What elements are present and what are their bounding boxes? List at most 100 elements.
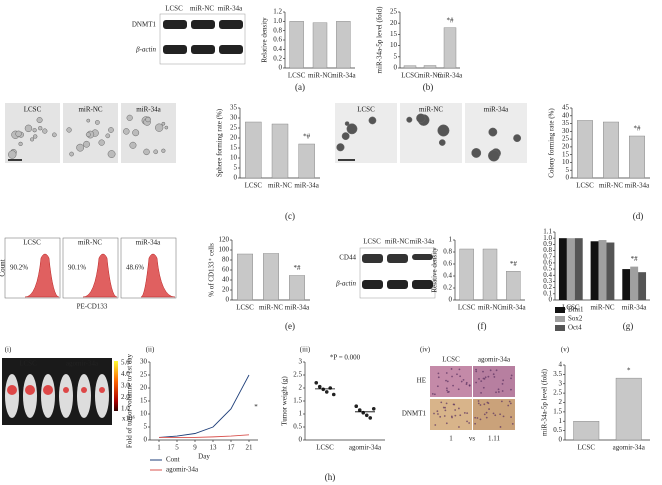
nucleus xyxy=(465,383,468,386)
x-tick-label: miR-NC xyxy=(599,182,623,190)
nucleus xyxy=(479,404,482,406)
nucleus xyxy=(454,414,457,417)
y-tick-label: 0.8 xyxy=(543,246,552,254)
cell-sphere xyxy=(336,143,345,152)
nucleus xyxy=(444,406,446,409)
cell-sphere xyxy=(341,132,350,141)
band xyxy=(412,254,433,260)
nucleus xyxy=(459,414,462,417)
nucleus xyxy=(499,426,502,428)
y-tick-label: 1.0 xyxy=(273,17,282,25)
nucleus xyxy=(482,386,485,389)
nucleus xyxy=(445,372,448,374)
signal xyxy=(99,387,105,393)
nucleus xyxy=(495,391,497,394)
y-tick-label: 10 xyxy=(230,154,238,162)
row-label: β-actin xyxy=(335,280,356,288)
x-tick-label: 13 xyxy=(210,444,218,452)
histology xyxy=(430,399,472,430)
nucleus xyxy=(511,423,514,425)
legend-swatch xyxy=(555,325,565,331)
nucleus xyxy=(458,426,460,428)
scale-label: 4.0 xyxy=(121,370,130,378)
point xyxy=(371,407,376,411)
y-tick-label: 2.5 xyxy=(293,371,302,379)
nucleus xyxy=(439,415,442,418)
nucleus xyxy=(445,379,447,382)
panel-label: (d) xyxy=(633,211,644,221)
x-tick-label: miR-34a xyxy=(438,72,463,80)
nucleus xyxy=(452,384,454,387)
cell-sphere xyxy=(52,132,57,138)
panel-label: (c) xyxy=(285,211,295,221)
y-axis-label: % of CD133⁺ cells xyxy=(208,243,216,297)
scale-label: 5.0 xyxy=(121,359,130,367)
nucleus xyxy=(466,420,468,423)
bar xyxy=(298,143,315,179)
scale-label: 3.0 xyxy=(121,382,130,390)
annotation: *# xyxy=(510,260,518,268)
nucleus xyxy=(483,413,486,416)
nucleus xyxy=(477,400,480,402)
cell-sphere xyxy=(38,126,43,131)
y-tick-label: 20 xyxy=(562,142,570,150)
nucleus xyxy=(460,380,463,383)
y-tick-label: 0.1 xyxy=(543,289,552,297)
nucleus xyxy=(474,416,477,419)
nucleus xyxy=(454,409,457,411)
band xyxy=(362,280,383,289)
mouse xyxy=(59,374,73,418)
row-label: CD44 xyxy=(339,254,356,262)
y-tick-label: 0.8 xyxy=(443,248,452,256)
signal xyxy=(43,385,53,395)
y-tick-label: 1.0 xyxy=(543,234,552,242)
x-axis-label: Day xyxy=(198,453,210,461)
row-label: DNMT1 xyxy=(402,410,427,418)
nucleus xyxy=(452,403,455,406)
y-tick-label: 1.1 xyxy=(543,228,552,236)
cell-sphere xyxy=(42,128,48,134)
y-tick-label: 30 xyxy=(562,127,570,135)
sub-label: (i) xyxy=(5,346,12,354)
y-tick-label: 20 xyxy=(140,384,148,392)
nucleus xyxy=(499,413,502,416)
x-tick-label: LCSC xyxy=(316,444,334,452)
nucleus xyxy=(502,415,505,418)
band xyxy=(191,20,215,29)
mouse xyxy=(41,374,55,418)
cell-sphere xyxy=(513,134,522,143)
x-tick-label: miR-NC xyxy=(308,72,332,80)
x-tick-label: agomir-34a xyxy=(349,444,382,452)
cell-sphere xyxy=(129,141,137,149)
cell-sphere xyxy=(107,150,116,158)
nucleus xyxy=(437,376,440,379)
point xyxy=(324,390,329,394)
x-tick-label: LCSC xyxy=(576,182,594,190)
y-tick-label: 10 xyxy=(562,158,570,166)
mouse xyxy=(23,374,37,418)
cell-sphere xyxy=(95,120,100,125)
point xyxy=(368,416,373,420)
cell-sphere xyxy=(438,139,446,146)
nucleus xyxy=(442,406,445,409)
signal xyxy=(7,385,17,395)
y-tick-label: 80 xyxy=(222,256,230,264)
bar xyxy=(336,21,351,69)
y-tick-label: 0 xyxy=(234,174,238,182)
y-tick-label: 45 xyxy=(562,104,570,112)
y-tick-label: 0.7 xyxy=(543,252,552,260)
bar xyxy=(598,240,607,300)
legend-swatch xyxy=(555,316,565,322)
legend-label: Oct4 xyxy=(568,324,582,332)
bar xyxy=(443,27,457,69)
y-axis-label: Count xyxy=(0,259,7,276)
bar xyxy=(615,377,642,441)
annotation: * xyxy=(627,367,631,375)
cell-sphere xyxy=(66,127,72,133)
y-tick-label: 0.4 xyxy=(273,45,282,53)
legend-swatch xyxy=(555,307,565,313)
histogram xyxy=(82,253,118,298)
y-tick-label: 0.6 xyxy=(443,260,452,268)
point xyxy=(317,384,322,389)
nucleus xyxy=(462,378,465,381)
